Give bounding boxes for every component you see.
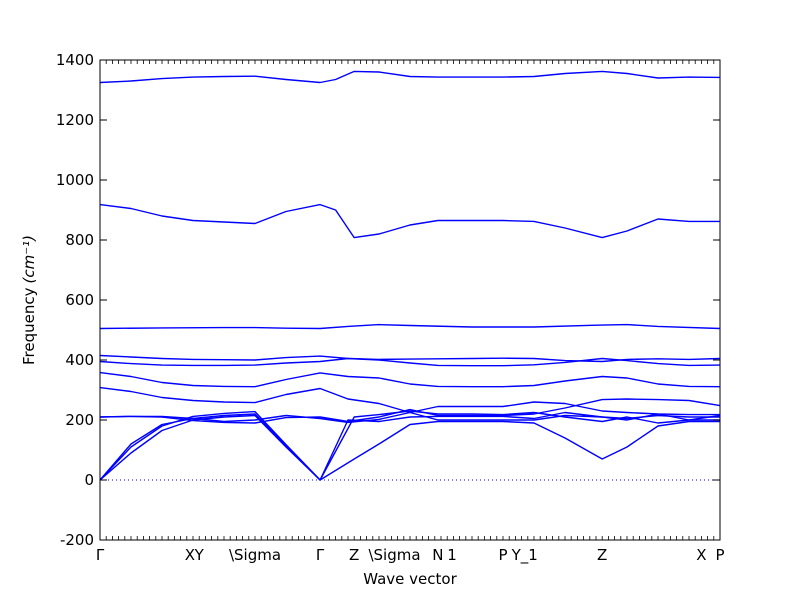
- y-tick-label: 400: [65, 351, 94, 369]
- x-tick-label: X: [185, 546, 195, 564]
- y-axis-ticks: -200 0 200 400 600 800 1000 1200 1400: [56, 51, 720, 549]
- x-tick-label: 1: [447, 546, 457, 564]
- phonon-branch-2: [99, 203, 720, 239]
- y-axis-label: Frequency (cm⁻¹): [20, 235, 38, 365]
- plot-frame: [99, 59, 721, 541]
- x-tick-label: \Sigma: [368, 546, 420, 564]
- phonon-branch-10: [99, 410, 721, 481]
- x-tick-label: X: [696, 546, 706, 564]
- y-tick-label: 1000: [56, 171, 94, 189]
- y-tick-label: 1400: [56, 51, 94, 69]
- phonon-branch-1: [99, 70, 721, 84]
- x-tick-label: P: [715, 546, 724, 564]
- x-tick-label: P: [498, 546, 507, 564]
- plot-area: [99, 60, 721, 540]
- y-axis-label-unit: (cm⁻¹): [20, 235, 38, 284]
- y-tick-label: 200: [65, 411, 94, 429]
- x-tick-label: Y_1: [511, 546, 538, 565]
- x-axis-label: Wave vector: [363, 570, 457, 588]
- x-axis-ticks: Γ X Y \Sigma Γ Z \Sigma N 1 P Y_1 Z X P: [96, 546, 725, 565]
- phonon-branch-8: [99, 398, 721, 424]
- x-tick-label: N: [432, 546, 443, 564]
- y-tick-label: 1200: [56, 111, 94, 129]
- series-lines: [99, 70, 721, 481]
- x-tick-label: Γ: [96, 546, 105, 564]
- x-tick-label: Γ: [316, 546, 325, 564]
- phonon-branch-11: [99, 414, 720, 481]
- y-tick-label: -200: [60, 531, 94, 549]
- x-tick-label: Y: [194, 546, 205, 564]
- y-axis-label-text: Frequency: [20, 287, 38, 365]
- x-tick-label: Z: [597, 546, 607, 564]
- y-tick-label: 600: [65, 291, 94, 309]
- x-minor-ticks: [99, 60, 721, 540]
- phonon-branch-12: [99, 411, 720, 481]
- y-tick-label: 0: [84, 471, 94, 489]
- phonon-branch-3: [99, 323, 721, 330]
- x-tick-label: Z: [349, 546, 359, 564]
- phonon-branch-5: [99, 357, 721, 367]
- y-tick-label: 800: [65, 231, 94, 249]
- phonon-branch-6: [99, 371, 721, 388]
- x-tick-label: \Sigma: [229, 546, 281, 564]
